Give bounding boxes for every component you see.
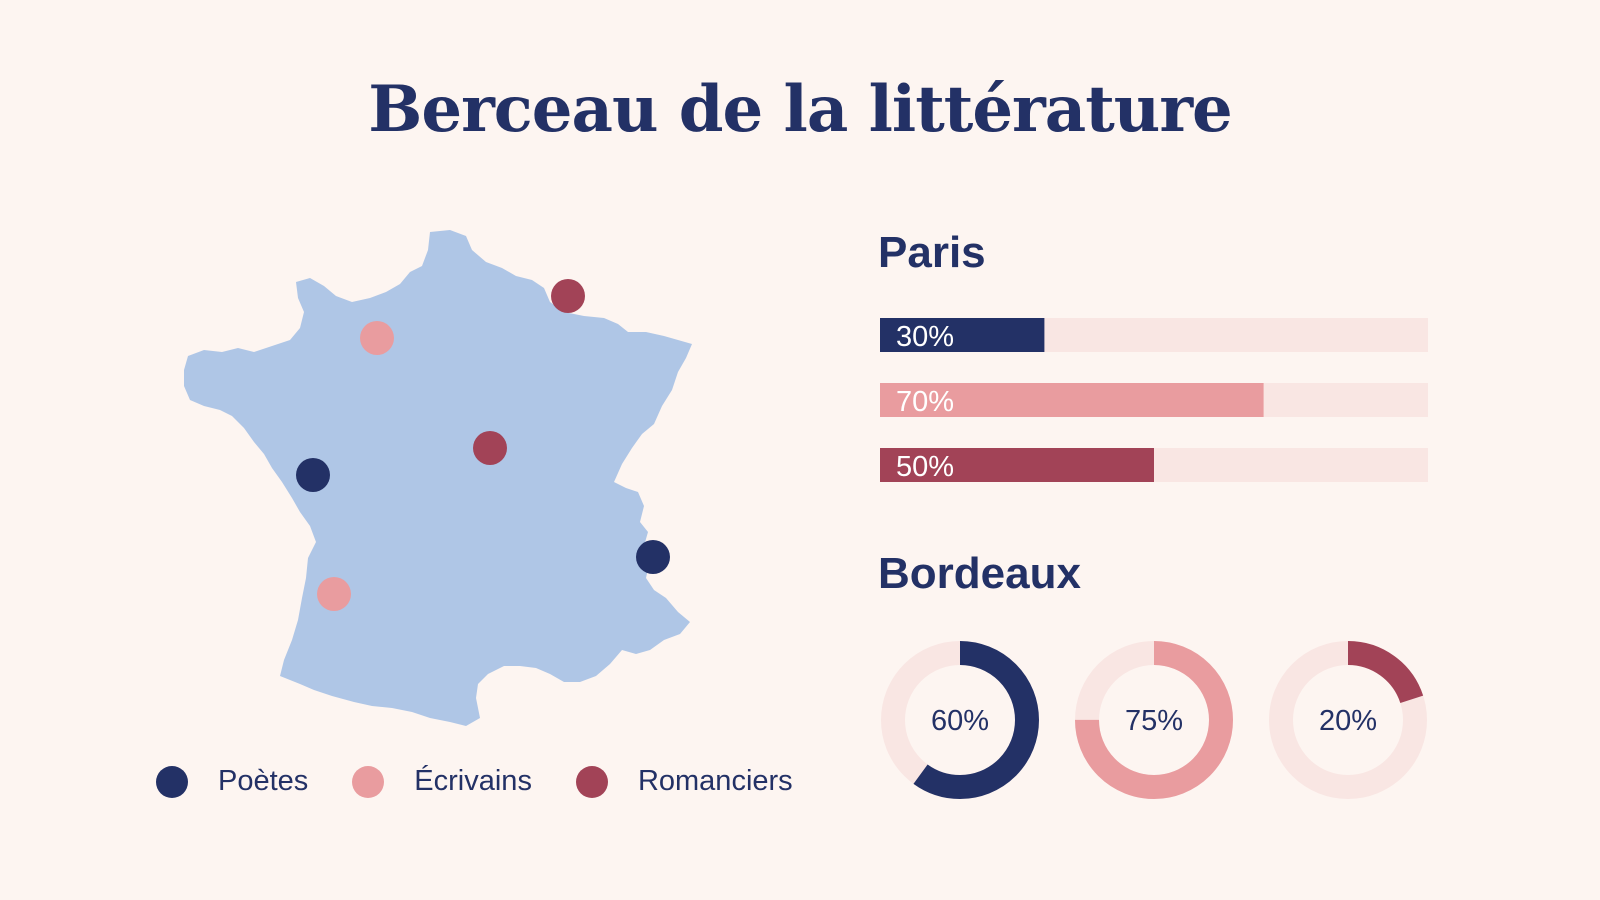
legend-item-ecrivains: Écrivains [352, 765, 532, 798]
legend-label-ecrivains: Écrivains [414, 765, 532, 797]
legend-swatch-ecrivains [352, 765, 385, 798]
paris-bar-2 [880, 383, 1264, 417]
legend-item-poetes: Poètes [156, 765, 308, 798]
map-marker-6 [473, 431, 507, 465]
bordeaux-donut-2: 75% [1075, 641, 1233, 799]
paris-bar-group-1: 30% [880, 318, 1428, 353]
bordeaux-donut-1: 60% [881, 641, 1039, 799]
map-marker-2 [636, 540, 670, 574]
paris-bar-label-2: 70% [896, 386, 954, 418]
paris-bar-group-3: 50% [880, 448, 1428, 483]
paris-bar-group-2: 70% [880, 383, 1428, 418]
map-marker-4 [317, 577, 351, 611]
legend-item-romanciers: Romanciers [575, 765, 793, 798]
bordeaux-donut-label-1: 60% [931, 705, 989, 737]
legend-label-poetes: Poètes [218, 765, 309, 797]
bordeaux-donut-label-2: 75% [1125, 705, 1183, 737]
paris-bar-1 [880, 318, 1045, 352]
legend-label-romanciers: Romanciers [637, 765, 793, 797]
legend: Poètes Écrivains Romanciers [156, 765, 837, 798]
france-map-shape [184, 230, 692, 726]
bordeaux-donut-3: 20% [1269, 641, 1427, 799]
bordeaux-donut-arc-2 [1075, 641, 1233, 799]
page-title: Berceau de la littérature [368, 72, 1233, 147]
legend-swatch-poetes [156, 765, 188, 798]
france-map [184, 230, 692, 726]
bordeaux-donut-arc-3 [1269, 641, 1427, 799]
bordeaux-donut-charts: 60% 75% 20% [881, 641, 1427, 799]
paris-bar-label-3: 50% [896, 451, 954, 483]
bordeaux-donut-label-3: 20% [1319, 705, 1377, 737]
paris-bar-label-1: 30% [896, 321, 954, 353]
bordeaux-donut-arc-1 [881, 641, 1039, 799]
map-marker-1 [296, 458, 330, 492]
legend-swatch-romanciers [575, 765, 608, 798]
paris-bar-3 [880, 448, 1154, 482]
bordeaux-title: Bordeaux [878, 549, 1081, 598]
map-marker-5 [551, 279, 585, 313]
paris-title: Paris [878, 228, 986, 277]
map-marker-3 [360, 321, 394, 355]
paris-bar-chart: 30% 70% 50% [880, 318, 1428, 483]
